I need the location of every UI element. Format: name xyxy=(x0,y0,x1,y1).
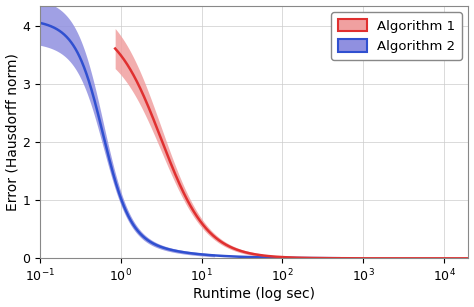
X-axis label: Runtime (log sec): Runtime (log sec) xyxy=(193,287,315,301)
Y-axis label: Error (Hausdorff norm): Error (Hausdorff norm) xyxy=(6,53,19,211)
Legend: Algorithm 1, Algorithm 2: Algorithm 1, Algorithm 2 xyxy=(331,12,462,60)
